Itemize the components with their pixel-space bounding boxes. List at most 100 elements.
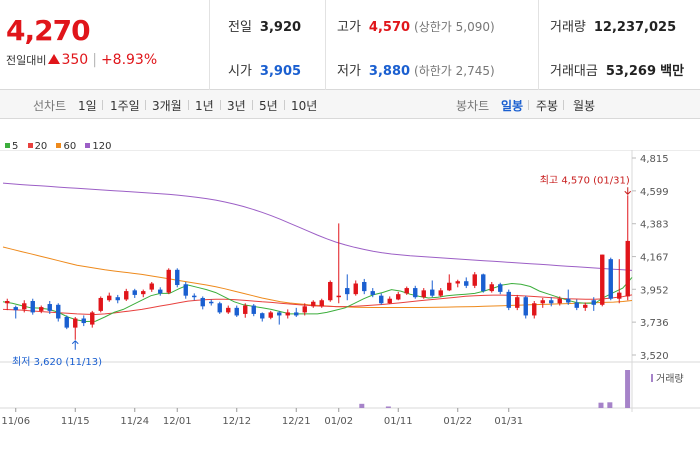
tab-weekly[interactable]: 주봉 bbox=[536, 99, 559, 113]
candle bbox=[574, 302, 579, 308]
tab-5year[interactable]: 5년 bbox=[259, 99, 278, 113]
candle bbox=[183, 284, 188, 296]
candle bbox=[430, 289, 435, 296]
candle bbox=[532, 303, 537, 316]
candle bbox=[260, 313, 265, 319]
volume-bar bbox=[598, 402, 604, 408]
candle bbox=[64, 316, 69, 328]
candle bbox=[149, 283, 154, 290]
x-tick-label: 12/01 bbox=[163, 416, 192, 427]
max-arrow-icon bbox=[624, 187, 632, 195]
candle bbox=[158, 289, 163, 294]
min-arrow-icon bbox=[71, 340, 79, 350]
ma120-line bbox=[2, 182, 633, 271]
candle bbox=[175, 269, 180, 286]
candle bbox=[30, 300, 35, 313]
candle bbox=[379, 295, 384, 304]
tab-10year[interactable]: 10년 bbox=[291, 99, 318, 113]
stat-turnover: 거래대금 53,269 백만 bbox=[550, 64, 685, 79]
current-price: 4,270 bbox=[6, 14, 91, 47]
candle bbox=[506, 291, 511, 308]
x-tick-label: 11/06 bbox=[1, 416, 30, 427]
candle bbox=[617, 292, 622, 299]
candle bbox=[353, 283, 358, 295]
candle bbox=[56, 304, 61, 319]
candle bbox=[515, 297, 520, 308]
max-annotation: 최고 4,570 (01/31) bbox=[540, 174, 630, 186]
candle bbox=[90, 312, 95, 325]
candle bbox=[226, 307, 231, 313]
candle bbox=[217, 303, 222, 313]
candle bbox=[268, 312, 273, 318]
change-amount: 350 bbox=[61, 52, 89, 68]
candle bbox=[277, 312, 282, 316]
candle bbox=[294, 312, 299, 316]
candle bbox=[438, 290, 443, 296]
candle bbox=[192, 295, 197, 298]
legend-ma5: 5 bbox=[5, 141, 18, 152]
tab-line-chart[interactable]: 선차트 bbox=[33, 99, 67, 113]
ma60-line bbox=[2, 246, 633, 308]
candle bbox=[455, 281, 460, 284]
candle bbox=[73, 318, 78, 328]
tab-3year[interactable]: 3년 bbox=[227, 99, 246, 113]
quote-header: 4,270 전일대비 350 | +8.93% 전일 3,920 시가 3,905 고가 4… bbox=[0, 0, 700, 90]
tab-monthly[interactable]: 월봉 bbox=[573, 99, 596, 113]
candle bbox=[362, 281, 367, 292]
y-tick-label: 4,167 bbox=[640, 253, 669, 264]
candle bbox=[608, 259, 613, 299]
candle bbox=[549, 300, 554, 304]
stock-chart[interactable]: 4,815 4,599 4,383 4,167 3,952 3,736 3,520 최고 4,… bbox=[0, 150, 700, 450]
candle bbox=[447, 282, 452, 291]
x-tick-label: 01/22 bbox=[443, 416, 472, 427]
candle bbox=[404, 288, 409, 294]
volume-bar bbox=[625, 370, 631, 408]
x-tick-label: 01/02 bbox=[324, 416, 353, 427]
stat-high: 고가 4,570 (상한가 5,090) bbox=[337, 20, 495, 35]
x-tick-label: 01/11 bbox=[384, 416, 413, 427]
tab-1week[interactable]: 1주일 bbox=[110, 99, 140, 113]
candle bbox=[328, 281, 333, 301]
legend-ma120: 120 bbox=[85, 141, 112, 152]
divider bbox=[538, 0, 539, 90]
candle bbox=[22, 303, 27, 310]
y-tick-label: 4,815 bbox=[640, 154, 669, 165]
candle bbox=[311, 301, 316, 307]
tab-daily[interactable]: 일봉 bbox=[501, 99, 524, 113]
tab-3month[interactable]: 3개월 bbox=[152, 99, 182, 113]
legend-ma60: 60 bbox=[56, 141, 76, 152]
change-label: 전일대비 bbox=[6, 54, 47, 67]
candle bbox=[39, 307, 44, 311]
candle bbox=[336, 295, 341, 298]
candle bbox=[13, 307, 18, 311]
candle bbox=[107, 295, 112, 301]
tab-candle-chart[interactable]: 봉차트 bbox=[456, 99, 490, 113]
volume-label: 거래량 bbox=[656, 373, 684, 385]
candle bbox=[209, 301, 214, 304]
candle bbox=[600, 254, 605, 305]
candle bbox=[200, 297, 205, 307]
volume-bar bbox=[607, 402, 613, 408]
candle bbox=[243, 305, 248, 314]
candle bbox=[557, 298, 562, 304]
min-annotation: 최저 3,620 (11/13) bbox=[12, 356, 102, 368]
candle bbox=[302, 306, 307, 313]
candle bbox=[370, 291, 375, 295]
tab-1year[interactable]: 1년 bbox=[195, 99, 214, 113]
tab-1day[interactable]: 1일 bbox=[78, 99, 97, 113]
volume-bar bbox=[385, 406, 391, 408]
y-tick-label: 3,520 bbox=[640, 351, 669, 362]
ma20-line bbox=[2, 294, 633, 316]
x-tick-label: 12/21 bbox=[282, 416, 311, 427]
candle bbox=[115, 297, 120, 301]
candle bbox=[523, 297, 528, 316]
x-tick-label: 11/15 bbox=[61, 416, 90, 427]
stat-prev-close: 전일 3,920 bbox=[228, 20, 302, 35]
candle bbox=[81, 318, 86, 324]
ma5-line bbox=[2, 277, 633, 323]
candle bbox=[413, 288, 418, 298]
legend-ma20: 20 bbox=[27, 141, 47, 152]
candle bbox=[5, 300, 10, 304]
candle bbox=[489, 284, 494, 292]
chart-tabs: 선차트 1일 1주일 3개월 1년 3년 5년 10년 봉차트 일봉 주봉 월봉 bbox=[0, 90, 700, 119]
